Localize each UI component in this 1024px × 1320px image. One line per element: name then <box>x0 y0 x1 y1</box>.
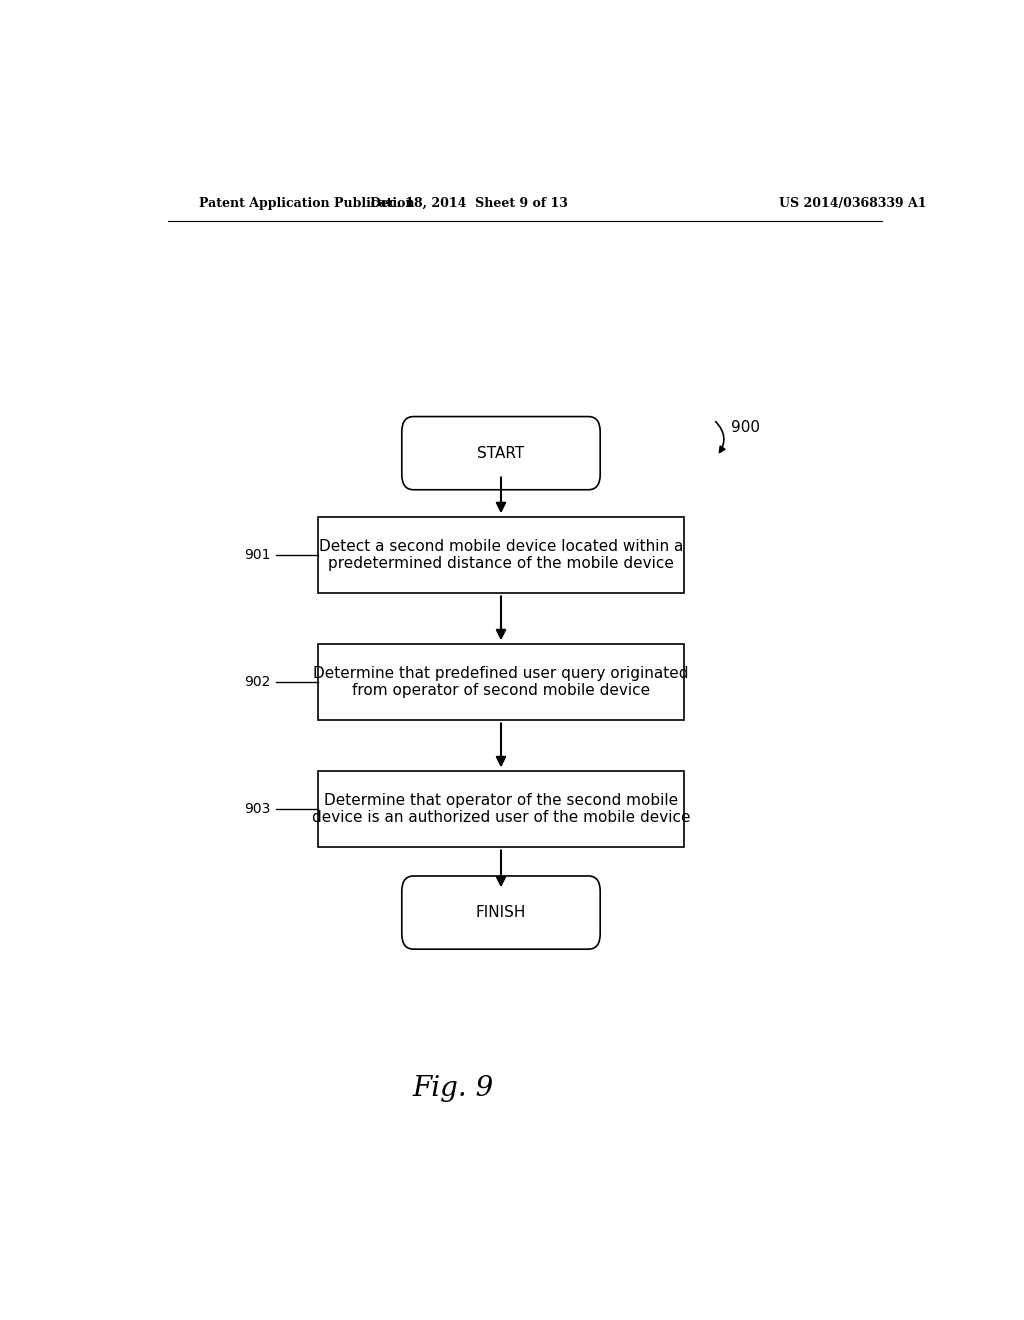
Text: Dec. 18, 2014  Sheet 9 of 13: Dec. 18, 2014 Sheet 9 of 13 <box>371 197 568 210</box>
Text: 902: 902 <box>245 675 270 689</box>
Text: US 2014/0368339 A1: US 2014/0368339 A1 <box>778 197 927 210</box>
Text: Patent Application Publication: Patent Application Publication <box>200 197 415 210</box>
Text: 900: 900 <box>731 420 760 436</box>
Text: Determine that predefined user query originated
from operator of second mobile d: Determine that predefined user query ori… <box>313 665 689 698</box>
Text: Fig. 9: Fig. 9 <box>413 1074 494 1102</box>
FancyBboxPatch shape <box>318 516 684 593</box>
Text: Determine that operator of the second mobile
device is an authorized user of the: Determine that operator of the second mo… <box>311 793 690 825</box>
Text: 901: 901 <box>245 548 270 562</box>
Text: START: START <box>477 446 524 461</box>
Text: 903: 903 <box>245 801 270 816</box>
Text: Detect a second mobile device located within a
predetermined distance of the mob: Detect a second mobile device located wi… <box>318 539 683 572</box>
FancyBboxPatch shape <box>401 417 600 490</box>
Text: FINISH: FINISH <box>476 906 526 920</box>
FancyBboxPatch shape <box>318 644 684 719</box>
FancyBboxPatch shape <box>318 771 684 847</box>
FancyBboxPatch shape <box>401 876 600 949</box>
